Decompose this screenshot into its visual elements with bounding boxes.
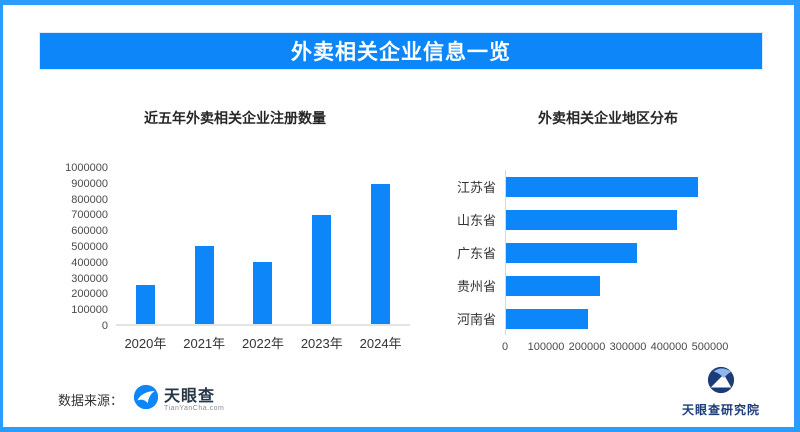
tianyancha-logo-domain: TianYanCha.com (164, 404, 225, 412)
tianyancha-logo-texts: 天眼查 TianYanCha.com (164, 388, 224, 412)
bar-row (506, 236, 710, 269)
reg-chart-plot (116, 168, 410, 326)
data-source-label: 数据来源： (58, 393, 124, 408)
tianyancha-logo: 天眼查 TianYanCha.com (133, 384, 224, 415)
region-chart-labels: 江苏省山东省广东省贵州省河南省 (443, 170, 505, 335)
registrations-chart-title: 近五年外卖相关企业注册数量 (144, 110, 326, 126)
y-tick-label: 100000 (71, 304, 108, 317)
region-label: 贵州省 (456, 279, 496, 294)
regions-chart-body: 江苏省山东省广东省贵州省河南省 (443, 170, 773, 335)
y-tick-label: 800000 (71, 193, 108, 206)
title-banner: 外卖相关企业信息一览 (40, 33, 762, 69)
region-label: 广东省 (456, 246, 496, 261)
x-tick-label: 0 (501, 341, 509, 353)
bar-2024年 (371, 183, 391, 324)
y-tick-label: 900000 (71, 177, 108, 190)
reg-chart-yaxis: 1000000 900000 800000 700000 600000 500000 400… (60, 162, 116, 332)
bar-2020年 (135, 285, 155, 324)
bar-广东省 (506, 242, 637, 263)
bar-row (506, 170, 710, 203)
x-tick-label: 200000 (568, 341, 606, 353)
x-category-label: 2022年 (242, 336, 284, 351)
bar-row (506, 269, 710, 302)
x-category-label: 2023年 (300, 336, 343, 351)
y-tick-label: 500000 (71, 241, 108, 253)
tianyancha-logo-icon (133, 384, 159, 415)
regions-chart-title: 外卖相关企业地区分布 (538, 110, 678, 126)
bar-2022年 (253, 261, 273, 324)
research-institute-label: 天眼查研究院 (681, 403, 760, 417)
bar-slot (234, 168, 293, 324)
x-tick-label: 300000 (609, 341, 647, 353)
bar-江苏省 (506, 176, 698, 197)
x-tick-label: 500000 (691, 341, 729, 353)
registrations-chart: 近五年外卖相关企业注册数量 1000000 900000 800000 700000 6… (60, 108, 410, 352)
bar-row (506, 203, 710, 236)
bar-河南省 (506, 308, 588, 329)
y-tick-label: 600000 (71, 225, 108, 238)
region-label: 山东省 (456, 213, 496, 228)
bar-山东省 (506, 209, 678, 230)
region-label: 江苏省 (456, 180, 496, 195)
reg-chart-xlabels: 2020年 2021年 2022年 2023年 2024年 (116, 333, 410, 352)
x-category-label: 2020年 (124, 336, 167, 351)
region-chart-plot (505, 170, 710, 335)
tianyancha-logo-name: 天眼查 (164, 387, 216, 405)
region-chart-xaxis: 0 100000 200000 300000 400000 500000 (501, 341, 728, 355)
bar-slot (351, 168, 410, 324)
bar-2021年 (194, 246, 214, 324)
x-tick-label: 400000 (650, 341, 688, 353)
y-tick-label: 200000 (71, 288, 108, 301)
data-source: 数据来源： 天眼查 TianYanCha.com (58, 384, 224, 415)
page-title: 外卖相关企业信息一览 (291, 41, 511, 64)
y-tick-label: 400000 (71, 256, 108, 269)
bar-slot (175, 168, 234, 324)
research-institute-logo: 天眼查研究院 (682, 366, 760, 418)
bar-slot (292, 168, 351, 324)
bar-row (506, 302, 710, 335)
bar-贵州省 (506, 275, 600, 296)
y-tick-label: 1000000 (65, 162, 108, 174)
registrations-chart-body: 1000000 900000 800000 700000 600000 500000 400… (60, 162, 410, 332)
regions-chart: 外卖相关企业地区分布 江苏省山东省广东省贵州省河南省 0 100000 200000… (443, 108, 773, 355)
research-institute-icon (705, 366, 737, 399)
x-tick-label: 100000 (527, 341, 565, 353)
x-category-label: 2021年 (183, 336, 226, 351)
y-tick-label: 300000 (71, 272, 108, 285)
y-tick-label: 0 (101, 320, 108, 332)
bar-2023年 (312, 214, 332, 324)
x-category-label: 2024年 (359, 336, 402, 351)
bar-slot (116, 168, 175, 324)
y-tick-label: 700000 (71, 209, 108, 222)
region-label: 河南省 (456, 312, 496, 327)
